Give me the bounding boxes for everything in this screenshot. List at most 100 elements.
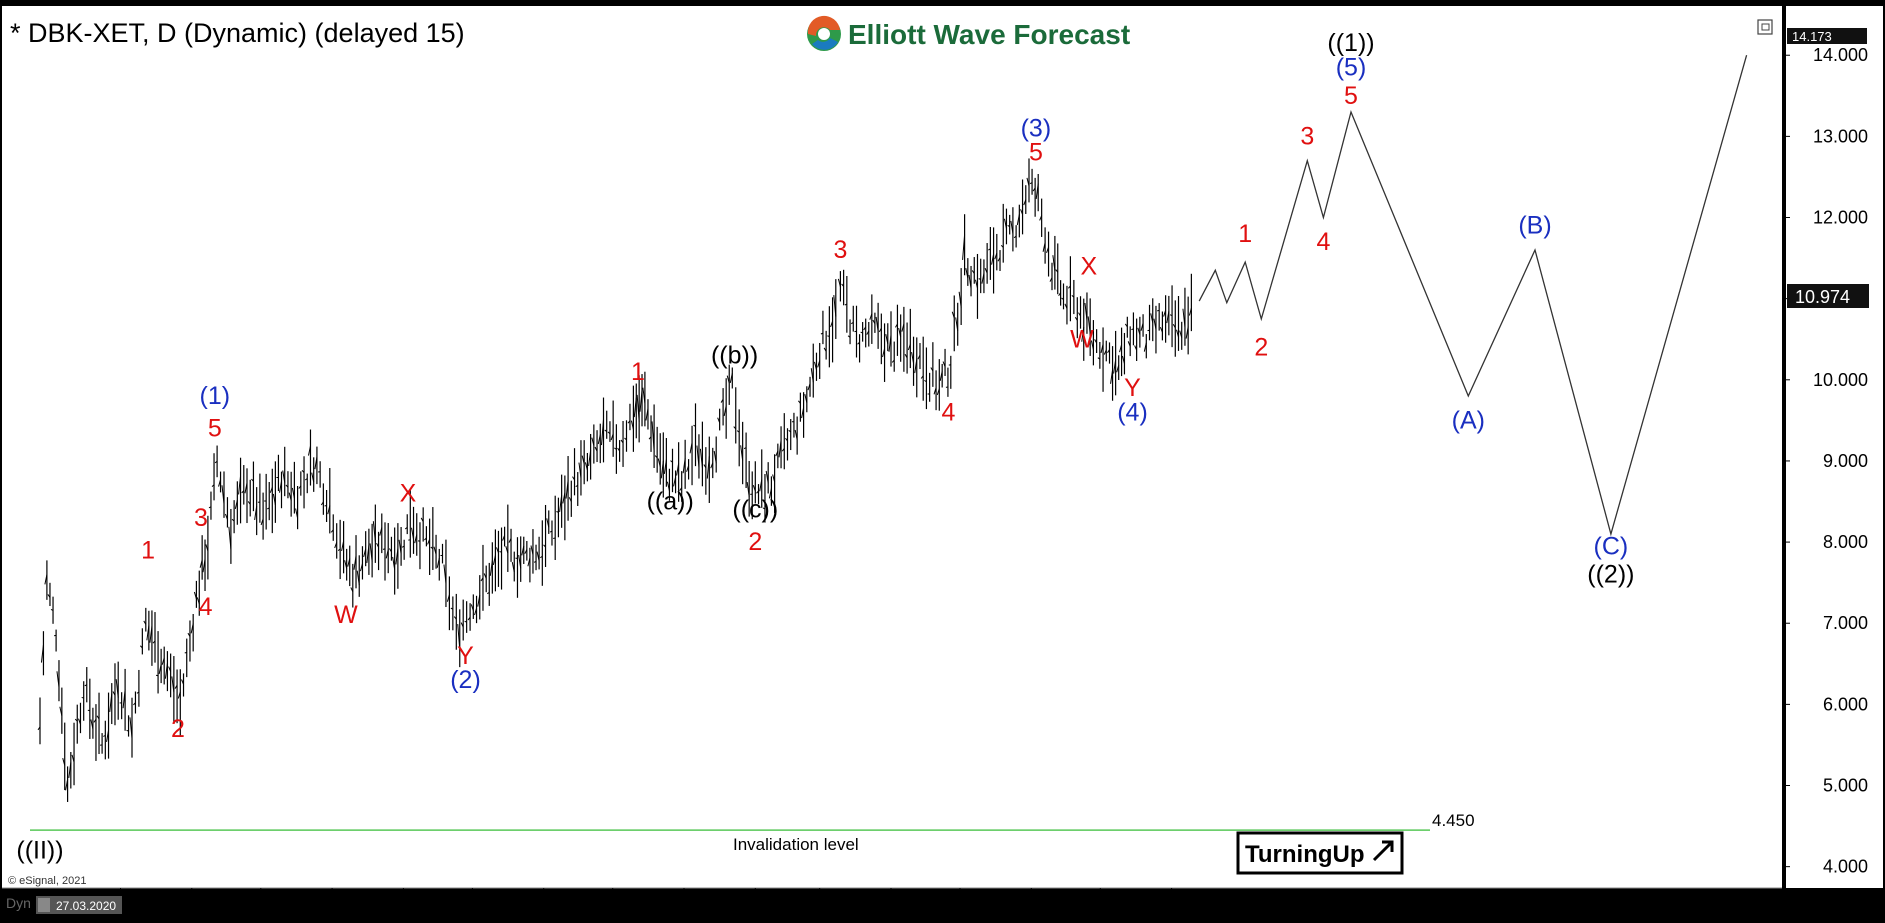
price-bar-open <box>40 644 44 663</box>
price-bar-open <box>269 487 273 493</box>
price-bar-open <box>174 684 178 689</box>
price-bar-open <box>453 616 457 620</box>
price-bar-open <box>717 417 721 423</box>
price-bar-open <box>904 353 908 359</box>
price-bar-open <box>914 359 918 374</box>
x-tick-label: Nov <box>547 895 579 915</box>
price-bar-open <box>1064 303 1068 309</box>
wave-label: (5) <box>1336 54 1367 82</box>
price-bar-open <box>126 729 129 732</box>
price-bar-open <box>726 375 730 384</box>
wave-label: W <box>1070 325 1094 353</box>
price-bar-open <box>559 495 563 512</box>
price-bar-open <box>955 317 959 331</box>
wave-label: 3 <box>833 236 847 264</box>
price-bar-open <box>823 347 827 352</box>
price-bar-open <box>337 548 341 552</box>
price-bar-open <box>572 476 575 481</box>
price-bar-open <box>807 383 811 391</box>
price-bar-open <box>379 527 383 536</box>
wave-label: (4) <box>1117 398 1148 426</box>
price-bar-open <box>657 458 661 468</box>
price-bar-open <box>699 448 703 468</box>
price-bar-open <box>133 702 136 706</box>
price-bar-open <box>457 623 461 650</box>
price-bar-open <box>363 548 367 558</box>
price-bar-open <box>882 348 886 358</box>
price-bar-open <box>762 507 766 510</box>
wave-label: ((2)) <box>1587 561 1634 589</box>
price-bar-open <box>477 594 481 607</box>
wave-label: W <box>334 601 358 629</box>
price-bar-open <box>1124 323 1128 328</box>
price-axis-area <box>1786 6 1883 888</box>
price-bar-open <box>1084 302 1088 321</box>
price-bar-open <box>521 545 525 556</box>
price-bar-open <box>530 545 534 555</box>
price-bar-open <box>199 559 203 568</box>
y-tick-label: 9.000 <box>1823 451 1868 471</box>
price-bar-open <box>988 248 991 251</box>
price-bar-open <box>1166 311 1170 324</box>
price-bar-open <box>279 481 282 493</box>
price-bar-open <box>1042 242 1046 252</box>
price-bar-open <box>863 326 867 331</box>
price-bar-open <box>844 303 848 306</box>
price-bar-open <box>401 545 405 548</box>
price-bar-open <box>1110 369 1114 384</box>
price-bar-open <box>607 431 611 435</box>
x-tick-label: Apr <box>894 895 922 915</box>
price-bar-open <box>778 439 782 458</box>
price-bar-open <box>295 508 299 519</box>
price-bar-open <box>1029 182 1033 185</box>
price-bar-open <box>244 482 248 494</box>
price-bar-open <box>549 530 553 533</box>
price-bar-open <box>272 493 276 505</box>
tick-layer: 4.0005.0006.0007.0008.0009.00010.00011.0… <box>120 45 1868 915</box>
price-bar-open <box>307 445 311 456</box>
price-bar-open <box>820 332 824 335</box>
price-bar-open <box>96 715 100 720</box>
wave-label: ((a)) <box>647 488 694 516</box>
price-bar-open <box>645 408 649 421</box>
top-price-tag <box>1787 28 1867 44</box>
wave-label: X <box>1080 252 1097 280</box>
wave-label: 3 <box>1300 122 1314 150</box>
price-bar-open <box>1068 285 1071 289</box>
price-bar-open <box>663 459 667 474</box>
price-bar-open <box>376 542 380 548</box>
price-bar-open <box>474 608 478 616</box>
wave-label: 5 <box>1344 82 1358 110</box>
wave-label: 1 <box>141 536 155 564</box>
start-date-tag <box>36 896 122 914</box>
price-bar-open <box>411 527 415 540</box>
price-bar-open <box>703 464 707 468</box>
x-tick-label: Aug <box>1175 895 1207 915</box>
price-bar-open <box>872 319 876 324</box>
price-bar-open <box>536 551 540 562</box>
price-bar-open <box>65 779 69 791</box>
x-tick-label: Dez <box>616 895 648 915</box>
price-bar-open <box>978 278 981 280</box>
brand-name: Elliott Wave Forecast <box>848 19 1130 50</box>
price-bar-open <box>706 456 710 479</box>
price-bar-open <box>740 445 744 461</box>
price-bar-open <box>291 487 295 499</box>
price-bar-open <box>433 546 437 555</box>
price-bar-open <box>898 327 902 338</box>
wave-label: 4 <box>199 593 213 621</box>
price-bar-open <box>942 361 946 367</box>
price-bar-open <box>190 623 194 634</box>
price-bar-open <box>794 429 798 441</box>
price-bar-open <box>90 719 94 730</box>
price-bar-open <box>436 557 440 568</box>
wave-label: (B) <box>1518 212 1551 240</box>
price-bar-open <box>414 534 418 544</box>
price-bar-open <box>334 542 338 549</box>
maximize-icon[interactable] <box>1757 19 1773 35</box>
price-bar-open <box>1097 357 1101 360</box>
price-bar-open <box>936 388 940 396</box>
lock-icon <box>38 898 50 912</box>
price-bar-open <box>430 546 434 550</box>
